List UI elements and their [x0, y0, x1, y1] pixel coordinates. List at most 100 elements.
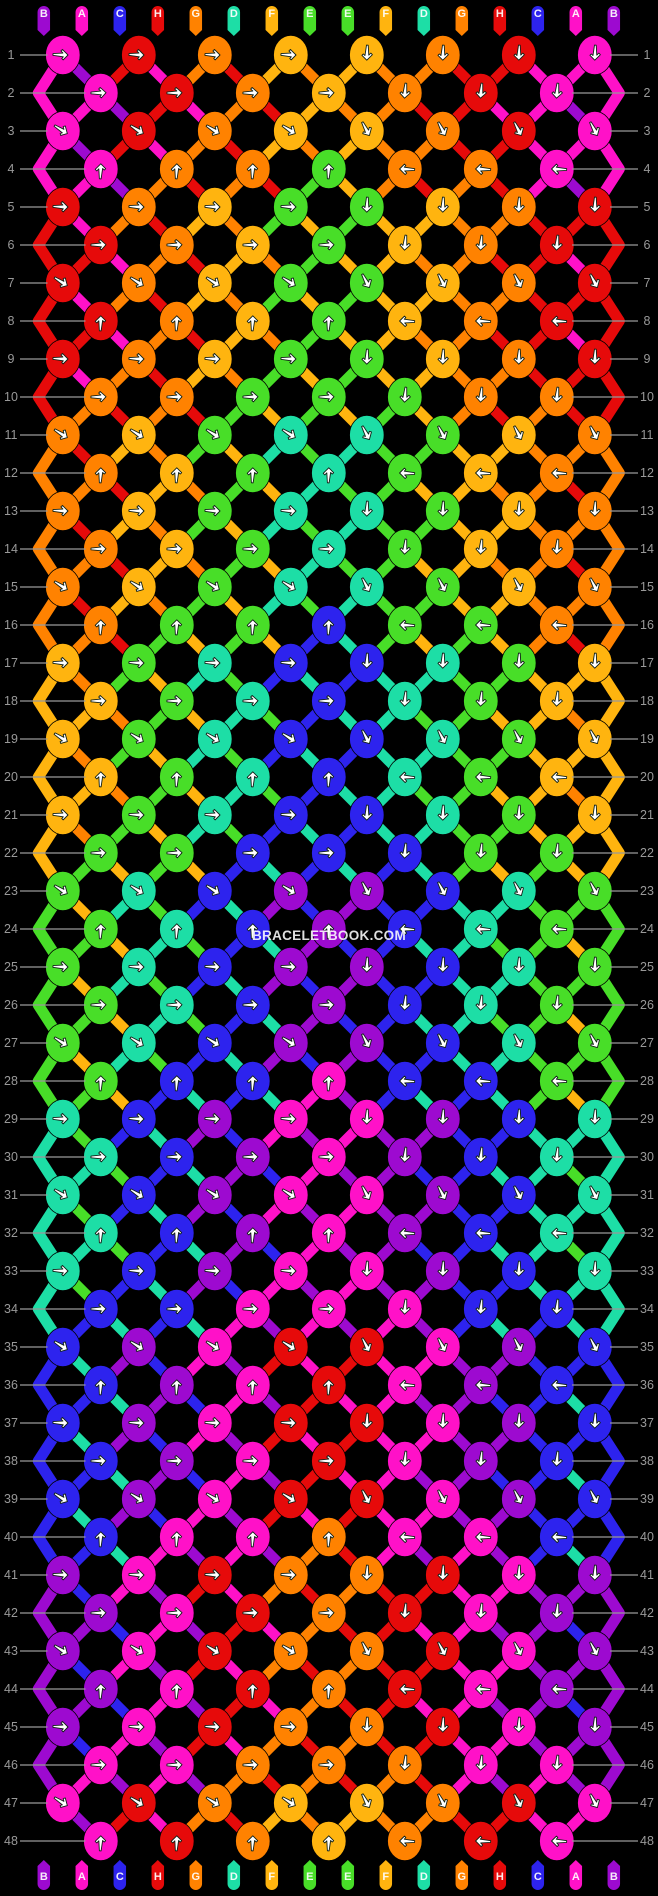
svg-text:A: A: [572, 1871, 580, 1883]
svg-text:13: 13: [4, 504, 18, 518]
svg-text:45: 45: [640, 1720, 654, 1734]
svg-text:21: 21: [640, 808, 654, 822]
svg-text:F: F: [382, 1871, 389, 1883]
svg-text:48: 48: [4, 1834, 18, 1848]
svg-text:6: 6: [8, 238, 15, 252]
svg-text:24: 24: [640, 922, 654, 936]
svg-text:42: 42: [640, 1606, 654, 1620]
svg-text:36: 36: [4, 1378, 18, 1392]
svg-text:E: E: [306, 8, 313, 20]
svg-text:17: 17: [640, 656, 654, 670]
svg-text:G: G: [458, 8, 467, 20]
svg-text:22: 22: [640, 846, 654, 860]
svg-text:2: 2: [8, 86, 15, 100]
svg-text:30: 30: [640, 1150, 654, 1164]
svg-text:29: 29: [640, 1112, 654, 1126]
svg-text:G: G: [192, 1871, 201, 1883]
svg-text:40: 40: [640, 1530, 654, 1544]
svg-text:8: 8: [644, 314, 651, 328]
svg-text:28: 28: [640, 1074, 654, 1088]
svg-text:H: H: [496, 1871, 504, 1883]
svg-text:11: 11: [641, 428, 654, 442]
svg-text:4: 4: [8, 162, 15, 176]
svg-text:37: 37: [4, 1416, 18, 1430]
svg-text:48: 48: [640, 1834, 654, 1848]
svg-text:15: 15: [640, 580, 654, 594]
svg-text:B: B: [610, 8, 618, 20]
svg-text:18: 18: [4, 694, 18, 708]
svg-text:D: D: [420, 8, 428, 20]
svg-text:8: 8: [8, 314, 15, 328]
svg-text:5: 5: [8, 200, 15, 214]
svg-text:17: 17: [4, 656, 18, 670]
svg-text:46: 46: [4, 1758, 18, 1772]
svg-text:14: 14: [4, 542, 18, 556]
svg-text:C: C: [534, 8, 542, 20]
svg-text:33: 33: [4, 1264, 18, 1278]
svg-text:H: H: [154, 8, 162, 20]
svg-text:11: 11: [5, 428, 18, 442]
svg-text:38: 38: [640, 1454, 654, 1468]
svg-text:C: C: [116, 1871, 124, 1883]
svg-text:20: 20: [640, 770, 654, 784]
svg-text:24: 24: [4, 922, 18, 936]
svg-text:F: F: [268, 8, 275, 20]
svg-text:25: 25: [4, 960, 18, 974]
svg-text:19: 19: [4, 732, 18, 746]
svg-text:BRACELETBOOK.COM: BRACELETBOOK.COM: [252, 928, 406, 943]
svg-text:C: C: [116, 8, 124, 20]
svg-text:30: 30: [4, 1150, 18, 1164]
svg-text:A: A: [78, 8, 86, 20]
svg-text:46: 46: [640, 1758, 654, 1772]
svg-text:35: 35: [640, 1340, 654, 1354]
svg-text:36: 36: [640, 1378, 654, 1392]
svg-text:7: 7: [8, 276, 15, 290]
svg-text:33: 33: [640, 1264, 654, 1278]
svg-text:39: 39: [640, 1492, 654, 1506]
svg-text:D: D: [230, 1871, 238, 1883]
svg-text:16: 16: [640, 618, 654, 632]
svg-text:B: B: [610, 1871, 618, 1883]
svg-text:A: A: [572, 8, 580, 20]
svg-text:47: 47: [640, 1796, 654, 1810]
svg-text:47: 47: [4, 1796, 18, 1810]
svg-text:E: E: [344, 8, 351, 20]
svg-text:23: 23: [4, 884, 18, 898]
svg-text:10: 10: [4, 390, 18, 404]
svg-text:10: 10: [640, 390, 654, 404]
svg-text:14: 14: [640, 542, 654, 556]
svg-text:41: 41: [4, 1568, 18, 1582]
svg-text:18: 18: [640, 694, 654, 708]
svg-text:A: A: [78, 1871, 86, 1883]
svg-text:25: 25: [640, 960, 654, 974]
svg-text:19: 19: [640, 732, 654, 746]
svg-text:31: 31: [640, 1188, 654, 1202]
svg-text:42: 42: [4, 1606, 18, 1620]
svg-text:13: 13: [640, 504, 654, 518]
svg-text:2: 2: [644, 86, 651, 100]
svg-text:22: 22: [4, 846, 18, 860]
svg-text:26: 26: [640, 998, 654, 1012]
svg-text:12: 12: [640, 466, 654, 480]
svg-text:F: F: [382, 8, 389, 20]
svg-text:44: 44: [640, 1682, 654, 1696]
svg-text:34: 34: [640, 1302, 654, 1316]
svg-text:15: 15: [4, 580, 18, 594]
svg-text:6: 6: [644, 238, 651, 252]
svg-text:20: 20: [4, 770, 18, 784]
svg-text:G: G: [192, 8, 201, 20]
svg-text:H: H: [154, 1871, 162, 1883]
svg-text:32: 32: [4, 1226, 18, 1240]
svg-text:9: 9: [8, 352, 15, 366]
svg-text:45: 45: [4, 1720, 18, 1734]
svg-text:C: C: [534, 1871, 542, 1883]
svg-text:43: 43: [640, 1644, 654, 1658]
svg-text:H: H: [496, 8, 504, 20]
svg-text:16: 16: [4, 618, 18, 632]
svg-text:39: 39: [4, 1492, 18, 1506]
svg-text:23: 23: [640, 884, 654, 898]
svg-text:37: 37: [640, 1416, 654, 1430]
svg-text:44: 44: [4, 1682, 18, 1696]
svg-text:9: 9: [644, 352, 651, 366]
svg-text:27: 27: [4, 1036, 18, 1050]
